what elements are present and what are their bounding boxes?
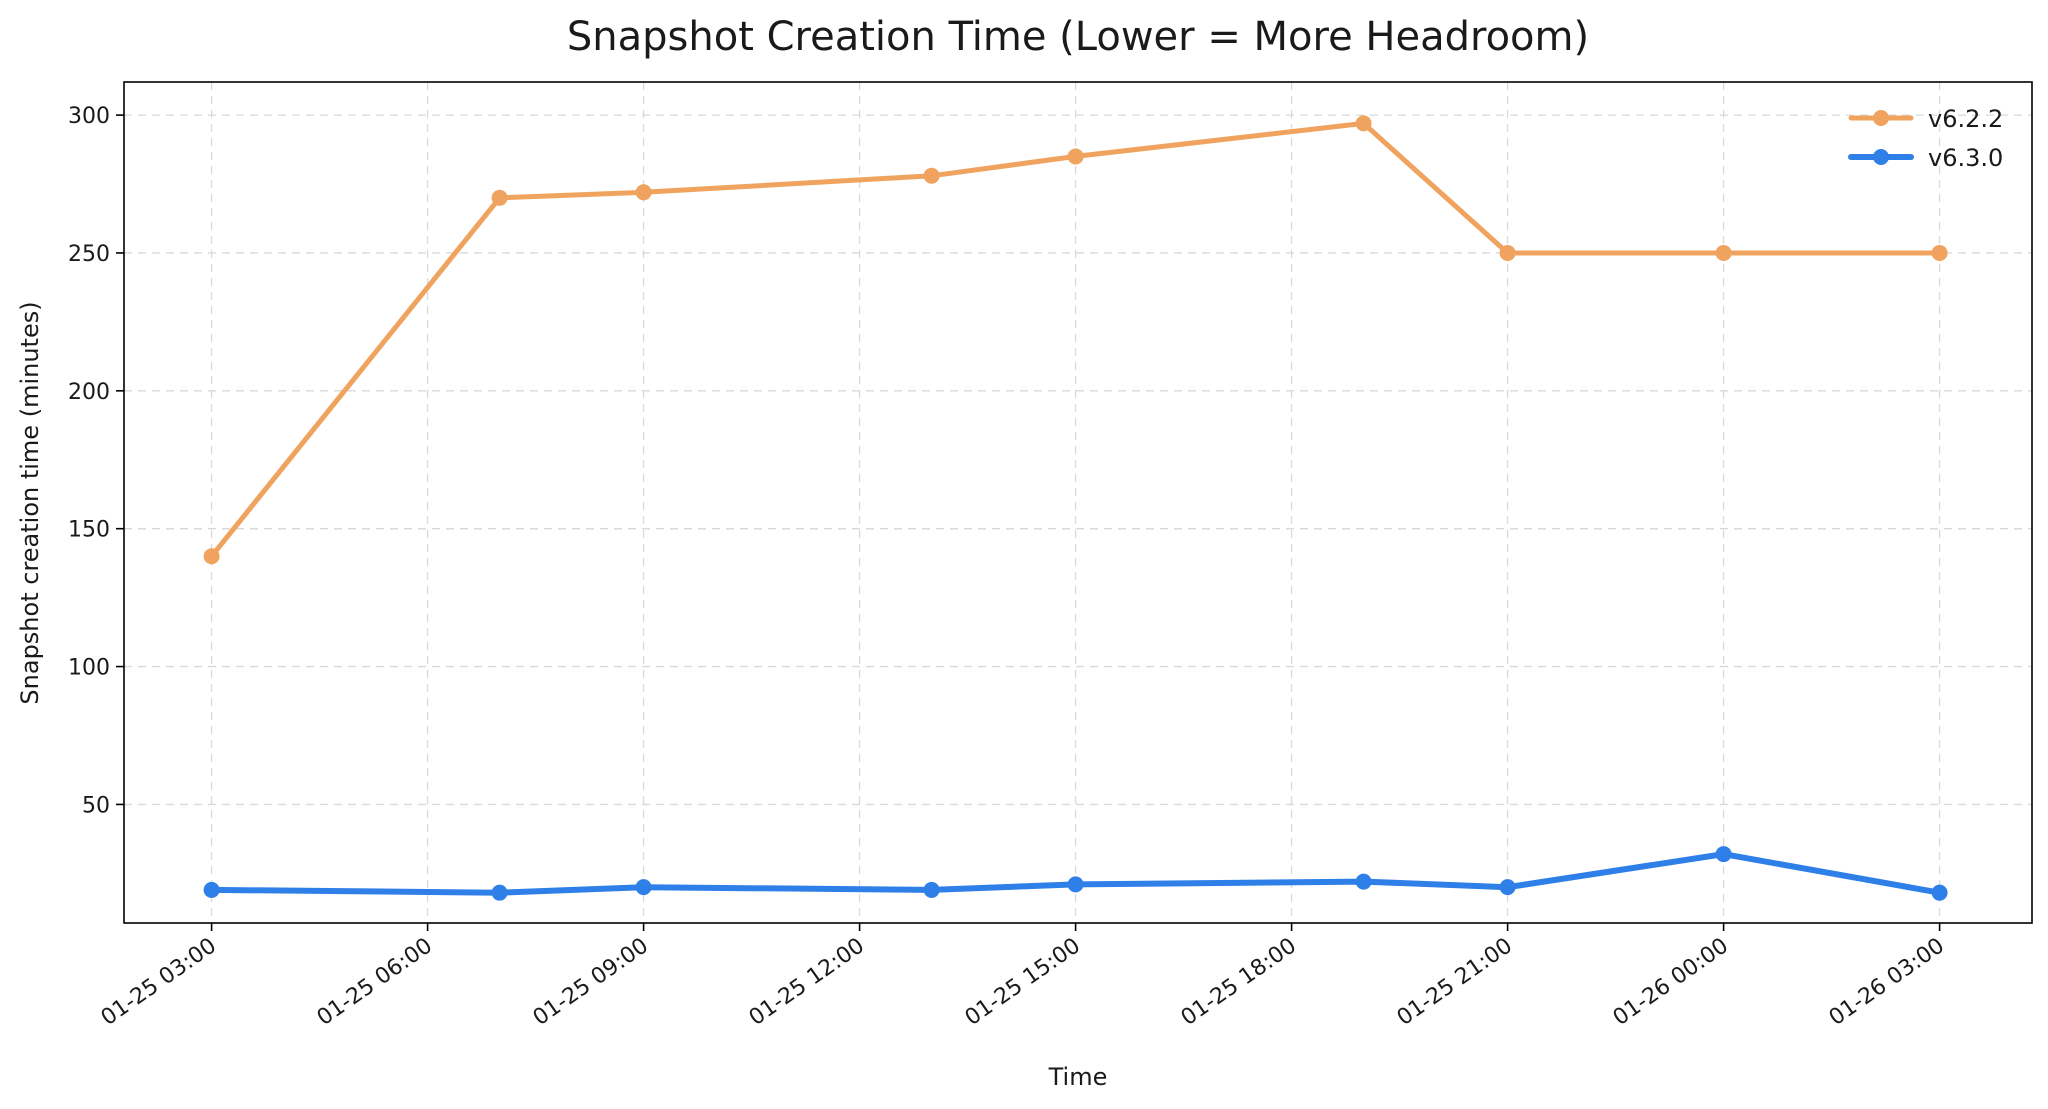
grid — [124, 82, 2032, 923]
x-tick-label: 01-25 15:00 — [961, 933, 1085, 1031]
plot-frame — [123, 81, 2033, 924]
data-point — [1931, 884, 1948, 901]
x-tick-label: 01-25 12:00 — [745, 933, 869, 1031]
data-point — [1499, 244, 1516, 261]
x-tick-label: 01-25 21:00 — [1393, 933, 1517, 1031]
data-point — [491, 189, 508, 206]
chart-title: Snapshot Creation Time (Lower = More Hea… — [567, 14, 1589, 60]
data-point — [923, 881, 940, 898]
legend-label: v6.2.2 — [1928, 105, 2003, 133]
legend-label: v6.3.0 — [1928, 144, 2003, 172]
legend-marker — [1873, 110, 1889, 126]
y-tick-label: 50 — [82, 793, 110, 818]
data-point — [1355, 115, 1372, 132]
series-v6.2.2 — [203, 115, 1948, 565]
y-tick-label: 150 — [68, 518, 110, 543]
legend-item: v6.3.0 — [1848, 144, 2003, 172]
data-point — [203, 881, 220, 898]
data-point — [1715, 244, 1732, 261]
x-tick-label: 01-25 18:00 — [1177, 933, 1301, 1031]
data-point — [635, 184, 652, 201]
x-tick-label: 01-25 09:00 — [529, 933, 653, 1031]
legend-marker — [1873, 149, 1889, 165]
legend-item: v6.2.2 — [1848, 105, 2003, 133]
y-tick-label: 250 — [68, 242, 110, 267]
data-point — [923, 167, 940, 184]
x-tick-label: 01-26 03:00 — [1825, 933, 1949, 1031]
data-point — [1067, 148, 1084, 165]
y-axis-label: Snapshot creation time (minutes) — [16, 301, 44, 704]
legend: v6.2.2 v6.3.0 — [1848, 105, 2003, 172]
x-tick-label: 01-26 00:00 — [1609, 933, 1733, 1031]
y-tick-label: 200 — [68, 380, 110, 405]
x-tick-label: 01-25 03:00 — [97, 933, 221, 1031]
x-axis-label: Time — [1048, 1063, 1108, 1091]
series-layer — [203, 115, 1948, 901]
y-tick-label: 300 — [68, 104, 110, 129]
series-v6.3.0 — [203, 846, 1948, 901]
data-point — [1067, 876, 1084, 893]
data-point — [1355, 873, 1372, 890]
data-point — [491, 884, 508, 901]
data-point — [203, 548, 220, 565]
y-tick-label: 100 — [68, 656, 110, 681]
data-point — [1499, 879, 1516, 896]
x-tick-label: 01-25 06:00 — [313, 933, 437, 1031]
data-point — [1715, 846, 1732, 863]
data-point — [635, 879, 652, 896]
data-point — [1931, 244, 1948, 261]
